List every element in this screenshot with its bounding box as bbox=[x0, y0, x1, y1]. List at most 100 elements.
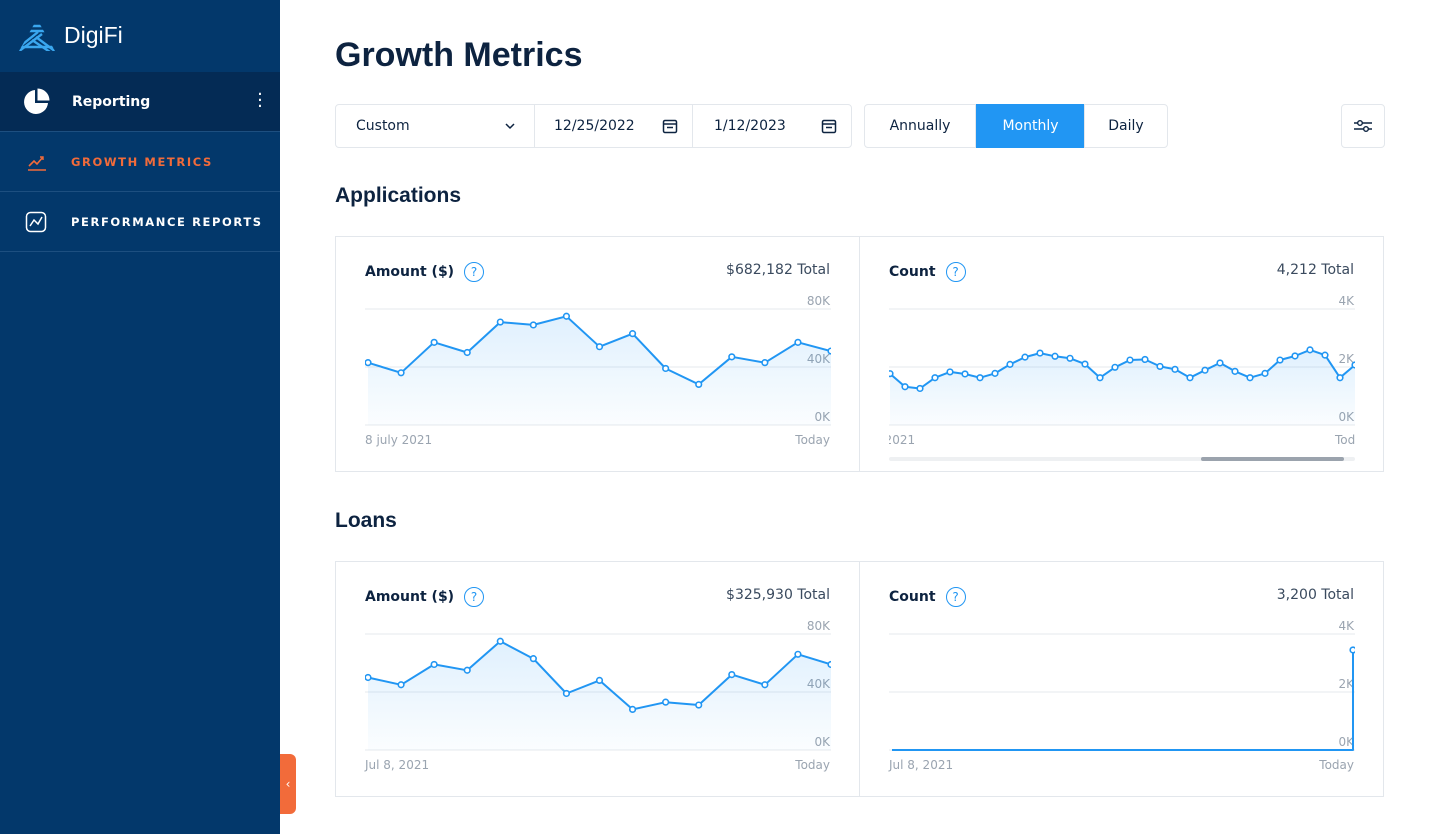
more-options-icon[interactable]: · · · bbox=[257, 84, 263, 117]
chart-title-text: Count bbox=[889, 589, 936, 605]
data-point bbox=[901, 383, 909, 391]
collapse-sidebar-button[interactable]: ‹ bbox=[280, 754, 296, 814]
x-axis-labels: Jul 8, 2021 Today bbox=[889, 433, 1355, 451]
period-monthly-button[interactable]: Monthly bbox=[976, 104, 1085, 148]
help-icon[interactable]: ? bbox=[945, 262, 966, 282]
data-point bbox=[1201, 366, 1209, 374]
x-label-end: Today bbox=[795, 433, 830, 447]
y-tick-label: 4K bbox=[1338, 619, 1355, 633]
data-point bbox=[1096, 374, 1104, 382]
data-point bbox=[1336, 374, 1344, 382]
data-point bbox=[695, 380, 703, 388]
help-icon[interactable]: ? bbox=[945, 587, 966, 607]
sidebar-item-growth-metrics[interactable]: GROWTH METRICS bbox=[0, 132, 280, 192]
data-point bbox=[365, 359, 372, 367]
data-point bbox=[595, 343, 604, 351]
chart-card-app-amount: Amount ($)? $682,182 Total 80K40K0K 8 ju… bbox=[335, 236, 860, 472]
sidebar-section-reporting[interactable]: Reporting · · · bbox=[0, 72, 280, 132]
chart-title-text: Amount ($) bbox=[365, 589, 455, 605]
data-point bbox=[827, 347, 831, 355]
start-date-value: 12/25/2022 bbox=[554, 118, 635, 134]
pie-chart-icon bbox=[24, 88, 50, 114]
data-point bbox=[496, 637, 504, 645]
period-annually-button[interactable]: Annually bbox=[864, 104, 976, 148]
chart-card-loan-amount: Amount ($)? $325,930 Total 80K40K0K Jul … bbox=[335, 561, 860, 797]
start-date-field[interactable]: 12/25/2022 bbox=[534, 104, 693, 148]
data-point bbox=[397, 369, 405, 377]
data-point bbox=[1291, 352, 1299, 360]
range-select-value: Custom bbox=[356, 118, 410, 134]
chart-title: Amount ($)? bbox=[365, 262, 485, 282]
data-point bbox=[529, 655, 537, 663]
chevron-down-icon bbox=[505, 123, 515, 130]
scrollbar-thumb[interactable] bbox=[1201, 457, 1344, 461]
data-point bbox=[976, 374, 984, 382]
data-point bbox=[946, 368, 954, 376]
range-select[interactable]: Custom bbox=[335, 104, 535, 148]
data-point bbox=[1021, 353, 1029, 361]
chart-title: Count? bbox=[889, 262, 966, 282]
help-icon[interactable]: ? bbox=[464, 587, 485, 607]
y-tick-label: 2K bbox=[1338, 677, 1355, 691]
area-fill bbox=[892, 649, 1353, 750]
sidebar-item-performance-reports[interactable]: PERFORMANCE REPORTS bbox=[0, 192, 280, 252]
data-point bbox=[430, 660, 438, 669]
data-point bbox=[1306, 346, 1314, 354]
chart-plot: 4K 2K 0K bbox=[889, 619, 1355, 751]
data-point bbox=[1171, 365, 1179, 373]
data-point bbox=[365, 673, 372, 682]
chart-title: Amount ($)? bbox=[365, 587, 485, 607]
data-point bbox=[961, 370, 969, 378]
chart-scrollbar[interactable] bbox=[889, 457, 1355, 461]
chart-total: $682,182 Total bbox=[726, 262, 830, 278]
digifi-logo-icon bbox=[19, 24, 55, 51]
chart-total: 3,200 Total bbox=[1276, 587, 1354, 603]
toolbar: Custom 12/25/2022 1/12/2023 Annually Mon… bbox=[0, 104, 1440, 148]
x-label-start: Jul 8, 2021 bbox=[889, 433, 916, 447]
chart-total: $325,930 Total bbox=[726, 587, 830, 603]
calendar-icon bbox=[662, 119, 678, 134]
y-tick-label: 0K bbox=[1338, 735, 1355, 749]
sidebar-section-label: Reporting bbox=[72, 93, 151, 110]
data-point bbox=[794, 338, 802, 346]
end-date-field[interactable]: 1/12/2023 bbox=[692, 104, 852, 148]
data-point bbox=[529, 321, 537, 329]
data-point bbox=[1081, 360, 1089, 368]
app-name: DigiFi bbox=[64, 21, 123, 48]
data-point bbox=[662, 364, 670, 373]
page-title: Growth Metrics bbox=[335, 36, 583, 74]
data-point bbox=[728, 670, 736, 679]
y-tick-label: 4K bbox=[1338, 294, 1355, 308]
chevron-left-icon: ‹ bbox=[285, 777, 291, 791]
data-point bbox=[595, 676, 604, 685]
x-label-end: Today bbox=[1335, 433, 1355, 447]
chart-title-text: Amount ($) bbox=[365, 264, 455, 280]
data-point bbox=[761, 681, 769, 689]
data-point bbox=[761, 359, 769, 367]
y-tick-label: 2K bbox=[1338, 352, 1355, 366]
chart-title-text: Count bbox=[889, 264, 936, 280]
data-point bbox=[662, 698, 670, 706]
sliders-icon bbox=[1354, 120, 1372, 132]
filter-settings-button[interactable] bbox=[1341, 104, 1385, 148]
chart-total: 4,212 Total bbox=[1276, 262, 1354, 278]
data-point bbox=[430, 338, 438, 346]
period-daily-button[interactable]: Daily bbox=[1084, 104, 1168, 148]
line-chart-icon bbox=[25, 211, 47, 232]
data-point bbox=[991, 369, 999, 377]
end-date-value: 1/12/2023 bbox=[714, 118, 786, 134]
data-point bbox=[1351, 361, 1355, 369]
data-point bbox=[1051, 352, 1059, 360]
data-point bbox=[1141, 355, 1149, 364]
data-point bbox=[1276, 356, 1284, 364]
help-icon[interactable]: ? bbox=[464, 262, 485, 282]
chart-card-loan-count: Count? 3,200 Total 4K 2K 0K Jul 8, 2021 Tod… bbox=[859, 561, 1384, 797]
series-line bbox=[892, 649, 1354, 751]
logo[interactable]: DigiFi bbox=[18, 18, 123, 52]
data-point bbox=[463, 666, 471, 674]
x-label-end: Today bbox=[1319, 758, 1354, 772]
data-point bbox=[628, 330, 637, 338]
data-point bbox=[827, 660, 831, 669]
data-point bbox=[728, 353, 736, 361]
data-point bbox=[1261, 369, 1269, 377]
